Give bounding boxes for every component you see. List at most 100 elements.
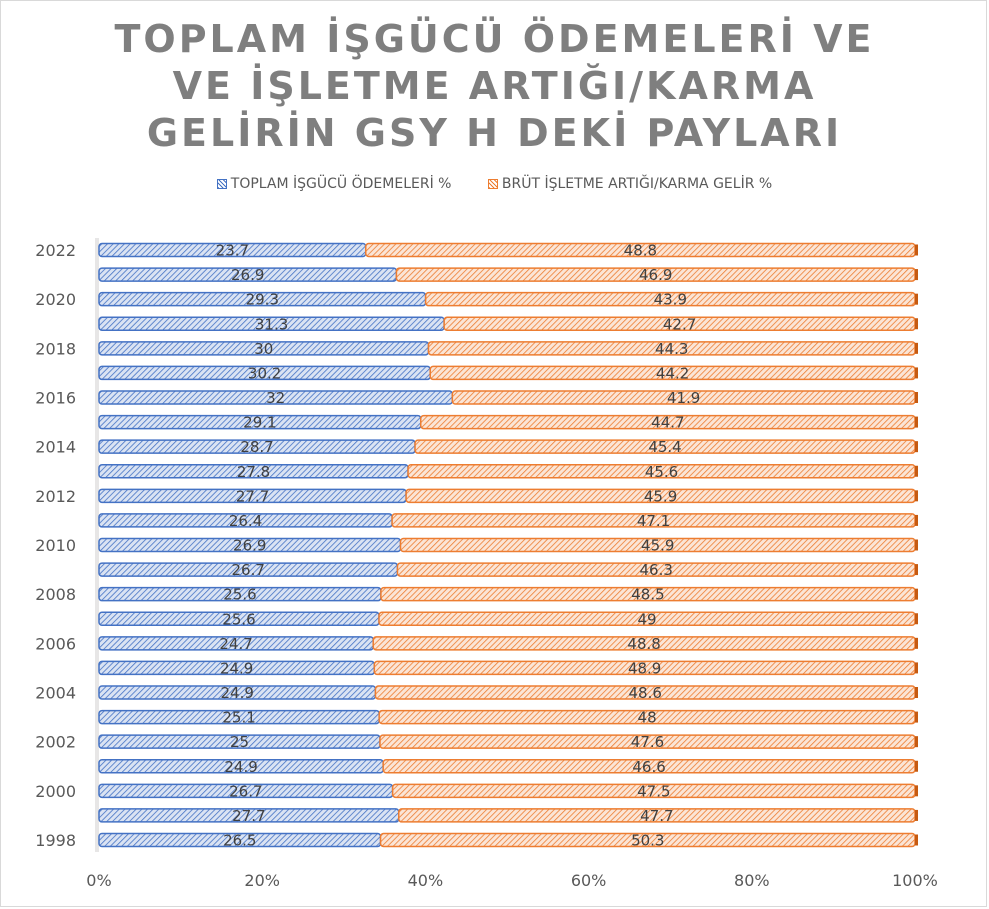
- label-surplus-2005: 48.9: [628, 659, 661, 677]
- label-surplus-2020: 43.9: [654, 291, 687, 309]
- chart-legend: TOPLAM İŞGÜCÜ ÖDEMELERİ % BRÜT İŞLETME A…: [0, 176, 989, 192]
- category-label-2014: 2014: [35, 438, 76, 457]
- bar-cap-2005: [915, 662, 918, 674]
- bar-cap-2002: [915, 736, 918, 748]
- bar-cap-2000: [915, 785, 918, 797]
- label-surplus-2011: 47.1: [637, 512, 670, 530]
- label-surplus-2001: 46.6: [632, 758, 665, 776]
- label-labor-2019: 31.3: [255, 315, 288, 333]
- label-labor-2000: 26.7: [229, 782, 262, 800]
- label-surplus-2006: 48.8: [627, 635, 660, 653]
- label-labor-2013: 27.8: [237, 463, 270, 481]
- category-label-2020: 2020: [35, 290, 76, 309]
- label-labor-2011: 26.4: [229, 512, 262, 530]
- bar-cap-2013: [915, 465, 918, 477]
- bar-cap-2008: [915, 588, 918, 600]
- bar-cap-2009: [915, 564, 918, 576]
- bar-cap-1999: [915, 809, 918, 821]
- category-label-2000: 2000: [35, 782, 76, 801]
- label-surplus-2009: 46.3: [640, 561, 673, 579]
- bar-cap-2021: [915, 269, 918, 281]
- bar-cap-2004: [915, 687, 918, 698]
- label-labor-2018: 30: [254, 340, 273, 358]
- category-label-2008: 2008: [35, 585, 76, 604]
- label-surplus-2022: 48.8: [624, 242, 657, 260]
- label-surplus-2007: 49: [637, 610, 656, 628]
- plot-area: 23.7 48.8 2022 26.9 46.9 29.3 43.9 2020 31.3 42.7…: [35, 238, 938, 890]
- label-surplus-2013: 45.6: [645, 463, 678, 481]
- label-surplus-2015: 44.7: [651, 414, 684, 432]
- category-label-1998: 1998: [35, 831, 76, 850]
- label-labor-2005: 24.9: [220, 659, 253, 677]
- label-labor-2016: 32: [266, 389, 285, 407]
- category-label-2006: 2006: [35, 634, 76, 653]
- label-surplus-2010: 45.9: [641, 537, 674, 555]
- label-labor-2022: 23.7: [216, 242, 249, 260]
- label-labor-2012: 27.7: [236, 487, 269, 505]
- bar-cap-2010: [915, 539, 918, 551]
- legend-label-labor: TOPLAM İŞGÜCÜ ÖDEMELERİ %: [230, 176, 452, 192]
- label-labor-2008: 25.6: [223, 586, 256, 604]
- bar-cap-2014: [915, 441, 918, 453]
- label-labor-2001: 24.9: [224, 758, 257, 776]
- label-surplus-2004: 48.6: [629, 684, 662, 702]
- category-label-2012: 2012: [35, 487, 76, 506]
- label-surplus-2017: 44.2: [656, 364, 689, 382]
- x-tick-60pct: 60%: [571, 871, 607, 890]
- label-labor-2014: 28.7: [240, 438, 273, 456]
- legend-item-labor: TOPLAM İŞGÜCÜ ÖDEMELERİ %: [216, 176, 452, 192]
- label-surplus-2019: 42.7: [663, 315, 696, 333]
- x-tick-40pct: 40%: [408, 871, 444, 890]
- bar-cap-2018: [915, 342, 918, 354]
- label-labor-2006: 24.7: [219, 635, 252, 653]
- bar-cap-2017: [915, 367, 918, 379]
- category-label-2004: 2004: [35, 684, 76, 703]
- label-surplus-1999: 47.7: [640, 807, 673, 825]
- label-surplus-2012: 45.9: [644, 487, 677, 505]
- chart-title-line-2: VE İŞLETME ARTIĞI/KARMA: [172, 64, 817, 108]
- legend-swatch-surplus: [487, 179, 498, 189]
- label-labor-2009: 26.7: [232, 561, 265, 579]
- label-surplus-2014: 45.4: [648, 438, 681, 456]
- label-surplus-2016: 41.9: [667, 389, 700, 407]
- label-labor-1998: 26.5: [223, 832, 256, 850]
- category-label-2018: 2018: [35, 339, 76, 358]
- label-labor-2010: 26.9: [233, 537, 266, 555]
- x-tick-80pct: 80%: [734, 871, 770, 890]
- axis-wall: [95, 238, 99, 852]
- bar-cap-2001: [915, 760, 918, 772]
- x-tick-100pct: 100%: [892, 871, 938, 890]
- bar-cap-2003: [915, 711, 918, 723]
- label-labor-2017: 30.2: [248, 364, 281, 382]
- label-surplus-1998: 50.3: [631, 832, 664, 850]
- label-labor-2020: 29.3: [246, 291, 279, 309]
- bar-cap-2006: [915, 637, 918, 649]
- category-label-2002: 2002: [35, 733, 76, 752]
- bar-cap-2016: [915, 392, 918, 403]
- legend-item-surplus: BRÜT İŞLETME ARTIĞI/KARMA GELİR %: [487, 176, 773, 192]
- legend-swatch-labor: [216, 179, 227, 189]
- bar-cap-2012: [915, 490, 918, 502]
- bar-cap-2022: [915, 244, 918, 256]
- label-surplus-2000: 47.5: [637, 782, 670, 800]
- chart-title: TOPLAM İŞGÜCÜ ÖDEMELERİ VE VE İŞLETME AR…: [0, 16, 989, 157]
- label-labor-2004: 24.9: [221, 684, 254, 702]
- x-tick-20pct: 20%: [244, 871, 280, 890]
- label-labor-2007: 25.6: [222, 610, 255, 628]
- chart-title-line-3: GELİRİN GSY H DEKİ PAYLARI: [146, 111, 843, 155]
- bar-cap-2019: [915, 318, 918, 330]
- bar-cap-2007: [915, 613, 918, 625]
- label-labor-2002: 25: [230, 733, 249, 751]
- label-surplus-2008: 48.5: [631, 586, 664, 604]
- label-surplus-2018: 44.3: [655, 340, 688, 358]
- label-labor-2021: 26.9: [231, 266, 264, 284]
- bar-cap-2015: [915, 416, 918, 428]
- label-surplus-2002: 47.6: [631, 733, 664, 751]
- category-label-2016: 2016: [35, 389, 76, 408]
- category-label-2010: 2010: [35, 536, 76, 555]
- bar-cap-2011: [915, 514, 918, 526]
- label-labor-2003: 25.1: [222, 709, 255, 727]
- label-labor-2015: 29.1: [243, 414, 276, 432]
- legend-label-surplus: BRÜT İŞLETME ARTIĞI/KARMA GELİR %: [501, 176, 773, 192]
